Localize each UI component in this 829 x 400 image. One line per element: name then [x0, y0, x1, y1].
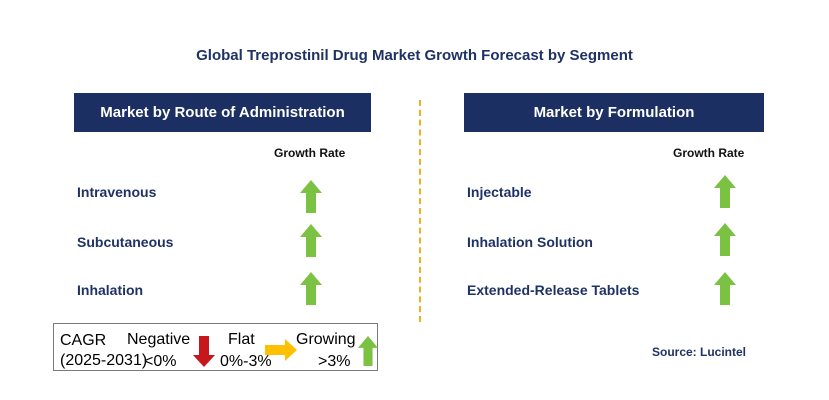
up-arrow-icon [300, 272, 322, 305]
up-arrow-icon [714, 223, 736, 256]
formulation-row-label-inhalation-solution: Inhalation Solution [467, 234, 593, 250]
right-arrow-icon [265, 339, 297, 361]
legend-negative-range: <0% [144, 353, 177, 370]
legend-flat-range: 0%-3% [220, 353, 272, 370]
legend-growing-label: Growing [296, 331, 356, 348]
formulation-header: Market by Formulation [464, 93, 764, 132]
route-growth-rate-label: Growth Rate [274, 146, 346, 160]
legend-flat-label: Flat [228, 331, 255, 348]
legend-period: (2025-2031) [60, 352, 148, 369]
legend-growing-range: >3% [318, 353, 351, 370]
up-arrow-icon [300, 224, 322, 257]
route-row-label-inhalation: Inhalation [77, 282, 144, 298]
source-note: Source: Lucintel [652, 345, 747, 359]
down-arrow-icon [193, 336, 215, 367]
formulation-row-label-extended-release-tablets: Extended-Release Tablets [467, 282, 640, 298]
cagr-legend [53, 323, 378, 371]
legend-cagr-label: CAGR [60, 332, 107, 349]
up-arrow-icon [300, 180, 322, 213]
up-arrow-icon [714, 272, 736, 305]
panel-divider [419, 100, 421, 322]
route-row-label-subcutaneous: Subcutaneous [77, 234, 174, 250]
route-row-label-intravenous: Intravenous [77, 184, 157, 200]
route-header: Market by Route of Administration [74, 93, 371, 132]
formulation-growth-rate-label: Growth Rate [673, 146, 745, 160]
formulation-row-label-injectable: Injectable [467, 184, 532, 200]
up-arrow-icon [714, 175, 736, 208]
chart-title: Global Treprostinil Drug Market Growth F… [196, 47, 633, 64]
legend-negative-label: Negative [127, 331, 191, 348]
up-arrow-icon [358, 336, 378, 366]
